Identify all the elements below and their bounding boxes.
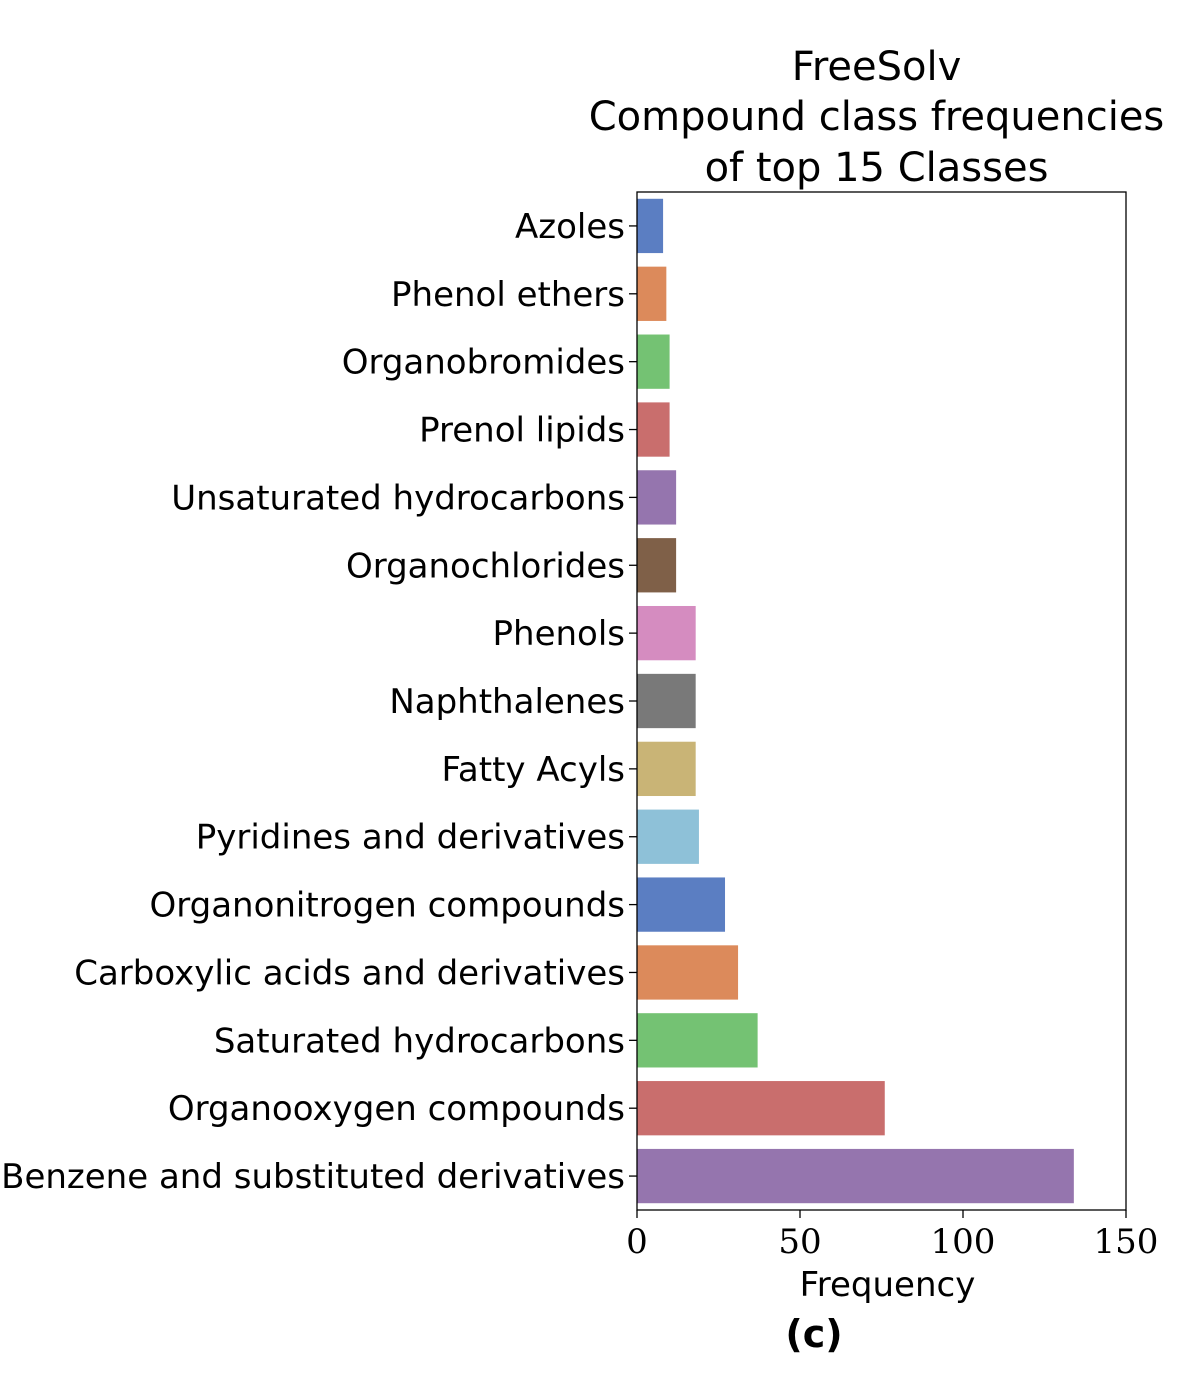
x-tick-label: 50 bbox=[778, 1222, 821, 1262]
category-labels: Azoles Phenol ethers Organobromides Prenol … bbox=[1, 207, 637, 1197]
x-tick-label: 100 bbox=[931, 1222, 996, 1262]
bar bbox=[637, 334, 670, 389]
bar bbox=[637, 741, 696, 797]
title-line: of top 15 Classes bbox=[705, 145, 1049, 191]
category-label: Organooxygen compounds bbox=[168, 1089, 625, 1129]
bar bbox=[637, 809, 699, 864]
category-label: Organobromides bbox=[342, 343, 625, 383]
bar bbox=[637, 877, 726, 932]
category-label: Organochlorides bbox=[346, 546, 625, 586]
x-tick-label: 150 bbox=[1094, 1222, 1159, 1262]
bar bbox=[637, 402, 670, 457]
plot-frame bbox=[636, 191, 1127, 1211]
bar bbox=[637, 1148, 1074, 1204]
x-tick-label: 0 bbox=[626, 1222, 648, 1262]
category-label: Benzene and substituted derivatives bbox=[1, 1157, 625, 1197]
bar bbox=[637, 198, 664, 254]
title-line: Compound class frequencies bbox=[589, 94, 1165, 140]
bar bbox=[637, 945, 739, 1000]
category-label: Unsaturated hydrocarbons bbox=[171, 478, 625, 518]
category-label: Phenols bbox=[493, 614, 625, 654]
x-axis-ticks: 0 50 100 150 bbox=[626, 1210, 1158, 1262]
bar bbox=[637, 1013, 758, 1068]
category-label: Naphthalenes bbox=[389, 682, 625, 722]
category-label: Pyridines and derivatives bbox=[196, 818, 625, 858]
bar bbox=[637, 470, 677, 525]
category-label: Prenol lipids bbox=[419, 411, 625, 451]
category-label: Carboxylic acids and derivatives bbox=[74, 953, 625, 993]
bar bbox=[637, 1081, 885, 1136]
category-label: Fatty Acyls bbox=[442, 750, 626, 790]
bar bbox=[637, 538, 677, 593]
title-line: FreeSolv bbox=[792, 44, 962, 90]
category-label: Azoles bbox=[515, 207, 625, 247]
panel-label: (c) bbox=[785, 1312, 842, 1356]
category-label: Organonitrogen compounds bbox=[149, 886, 625, 926]
bar bbox=[637, 605, 696, 661]
bar bbox=[637, 266, 667, 321]
bars bbox=[637, 198, 1074, 1204]
category-label: Saturated hydrocarbons bbox=[214, 1021, 625, 1061]
category-label: Phenol ethers bbox=[391, 275, 625, 315]
x-axis-label: Frequency bbox=[800, 1265, 976, 1305]
bar bbox=[637, 673, 696, 729]
